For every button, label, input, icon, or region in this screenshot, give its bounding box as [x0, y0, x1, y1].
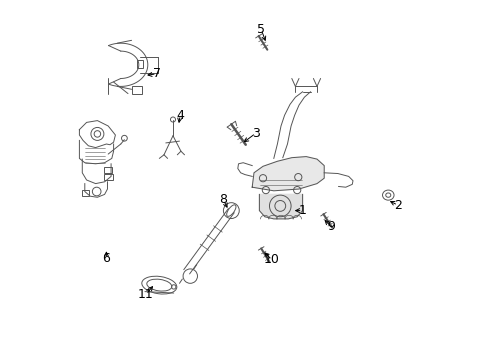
Text: 8: 8 — [220, 193, 227, 206]
Polygon shape — [252, 157, 324, 191]
Text: 4: 4 — [176, 109, 184, 122]
Bar — [137, 60, 144, 68]
Bar — [82, 190, 90, 196]
Text: 7: 7 — [153, 67, 161, 80]
Text: 5: 5 — [257, 23, 265, 36]
Text: 10: 10 — [264, 253, 280, 266]
Text: 3: 3 — [252, 127, 260, 140]
Bar — [132, 86, 142, 94]
Text: 1: 1 — [299, 204, 307, 217]
Polygon shape — [259, 194, 303, 219]
Text: 11: 11 — [138, 288, 154, 301]
Text: 9: 9 — [327, 220, 335, 233]
Text: 2: 2 — [394, 199, 402, 212]
Text: 6: 6 — [102, 252, 110, 265]
Bar — [104, 167, 112, 173]
Bar — [104, 174, 113, 180]
